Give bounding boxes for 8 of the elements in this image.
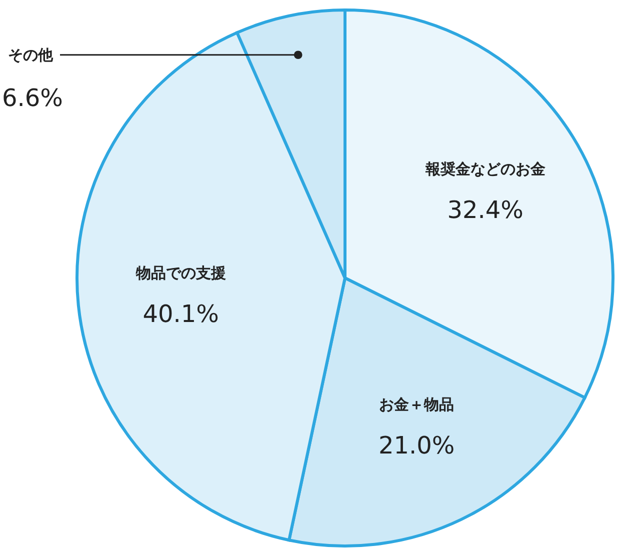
slice-label: その他	[8, 46, 54, 64]
data-label: 40.1%	[142, 300, 219, 328]
data-label: 21.0%	[378, 432, 455, 460]
slice-label: 報奨金などのお金	[424, 160, 546, 178]
slice-label: 物品での支援	[134, 264, 226, 282]
data-label: 6.6%	[2, 84, 63, 112]
slice-label: お金＋物品	[379, 396, 454, 414]
data-label: 32.4%	[447, 196, 524, 224]
